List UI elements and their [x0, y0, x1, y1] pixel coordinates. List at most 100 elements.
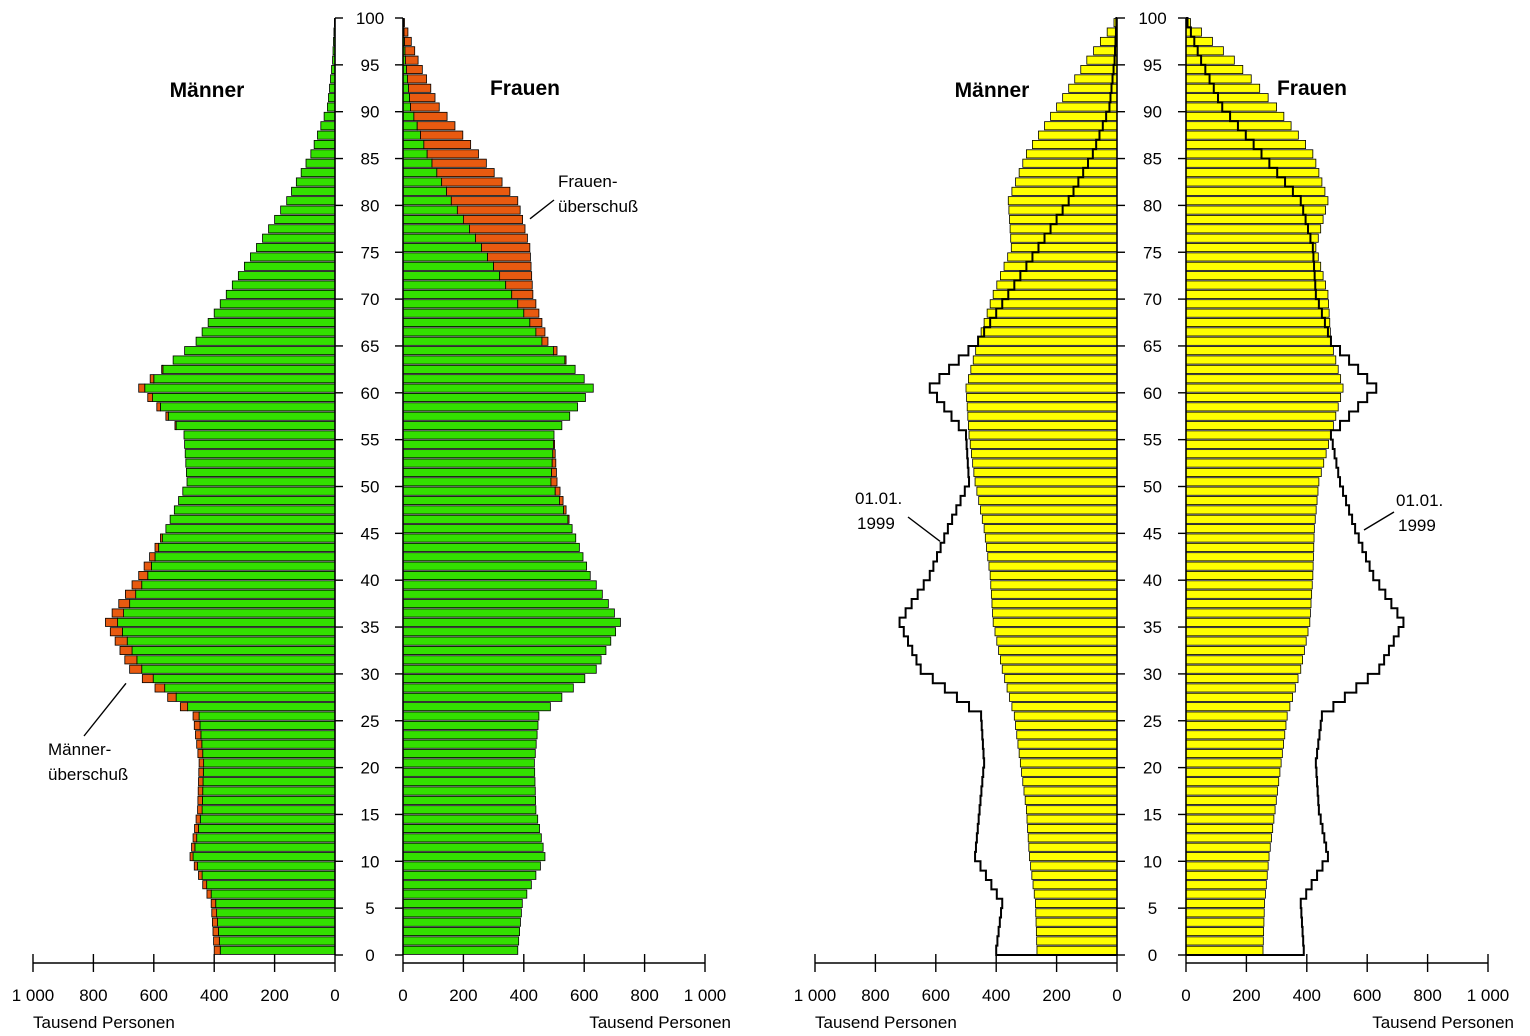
age-tick-label: 100	[1138, 9, 1166, 28]
bar-men	[1000, 271, 1118, 281]
bar-women	[1185, 140, 1306, 149]
bar-women-surplus	[517, 299, 537, 309]
bar-women-surplus	[535, 327, 546, 337]
bar-women	[402, 449, 554, 459]
bar-women	[402, 824, 540, 833]
x-tick-label-men: 400	[982, 986, 1010, 1005]
bar-men	[201, 870, 336, 880]
bar-women	[1185, 674, 1299, 684]
bar-men	[992, 608, 1118, 618]
bar-men	[983, 318, 1118, 328]
bar-men-surplus	[138, 571, 149, 580]
bar-women	[402, 261, 494, 271]
bar-women	[402, 936, 520, 946]
x-tick-label-women: 800	[1413, 986, 1441, 1005]
x-tick-label-women: 400	[510, 986, 538, 1005]
bar-men	[198, 824, 336, 833]
bar-women	[402, 814, 539, 824]
age-tick-label: 70	[1143, 290, 1162, 309]
bar-men	[291, 186, 336, 196]
bar-men	[1033, 889, 1118, 899]
bar-men	[187, 702, 336, 712]
bar-men	[966, 402, 1118, 412]
bar-men	[129, 599, 336, 609]
bar-men	[965, 383, 1118, 393]
annotation-label: Männer-	[48, 740, 111, 759]
bar-women	[1185, 261, 1322, 271]
bar-women	[1185, 214, 1324, 224]
bar-men	[210, 889, 336, 899]
bar-men-surplus	[193, 720, 201, 730]
annotation-label: 01.01.	[1396, 491, 1443, 510]
bar-women	[1185, 186, 1326, 196]
age-tick-label: 0	[1148, 946, 1157, 965]
age-tick-label: 35	[361, 618, 380, 637]
bar-men-surplus	[160, 533, 163, 543]
annotation-label: 1999	[857, 514, 895, 533]
title-men: Männer	[955, 79, 1030, 102]
bar-women	[402, 898, 523, 908]
bar-men	[207, 318, 336, 328]
bar-men	[213, 308, 336, 318]
bar-men	[328, 93, 336, 103]
bar-women	[402, 224, 470, 234]
bar-women	[402, 945, 519, 955]
bar-men	[971, 449, 1118, 459]
bar-women	[402, 805, 537, 815]
title-women: Frauen	[1277, 77, 1347, 100]
bar-men	[206, 880, 336, 890]
bar-women	[1185, 65, 1244, 75]
bar-women	[402, 795, 536, 805]
bar-men	[197, 861, 336, 871]
bar-women	[1185, 374, 1342, 384]
bar-women-surplus	[552, 449, 556, 459]
bar-women-surplus	[551, 467, 557, 477]
bar-women	[1185, 524, 1315, 534]
age-tick-label: 95	[1143, 56, 1162, 75]
bar-men	[237, 271, 336, 281]
bar-women-surplus	[413, 111, 448, 121]
bar-men	[983, 524, 1118, 534]
bar-women	[402, 149, 428, 159]
outline-1999-men	[898, 17, 1118, 956]
bar-women	[402, 233, 476, 243]
bar-women	[1185, 318, 1331, 328]
bar-women	[402, 599, 609, 609]
bar-women	[1185, 552, 1314, 562]
bar-women-surplus	[407, 74, 427, 84]
bar-men-surplus	[154, 683, 166, 693]
annotation-pointer	[529, 199, 555, 220]
x-tick-label-men: 800	[79, 986, 107, 1005]
bar-women	[1185, 702, 1291, 712]
age-tick-label: 5	[1148, 899, 1157, 918]
bar-men-surplus	[124, 655, 138, 665]
bar-men-surplus	[118, 599, 131, 609]
bar-women	[1185, 496, 1318, 506]
bar-men-surplus	[105, 617, 118, 627]
bar-women-surplus	[469, 224, 526, 234]
bar-men	[126, 636, 336, 646]
bar-men-surplus	[109, 627, 123, 637]
age-tick-label: 50	[1143, 478, 1162, 497]
bar-women	[1185, 336, 1332, 346]
age-tick-label: 80	[361, 196, 380, 215]
bar-men	[1027, 824, 1118, 833]
bar-women-surplus	[404, 46, 416, 56]
bar-women-surplus	[406, 65, 423, 75]
bar-women	[402, 421, 563, 431]
bar-women	[402, 580, 597, 590]
age-tick-label: 85	[361, 150, 380, 169]
bar-men	[1007, 196, 1118, 206]
x-tick-label-men: 800	[861, 986, 889, 1005]
bar-women	[402, 477, 552, 487]
bar-women	[1185, 711, 1288, 721]
bar-women	[402, 655, 602, 665]
bar-women	[402, 130, 421, 140]
bar-women	[402, 533, 577, 543]
bar-men	[1003, 261, 1118, 271]
bar-women-surplus	[481, 243, 531, 253]
x-tick-label-women: 1 000	[684, 986, 727, 1005]
age-tick-label: 55	[361, 431, 380, 450]
bar-men	[280, 205, 336, 215]
bar-women	[402, 289, 513, 299]
